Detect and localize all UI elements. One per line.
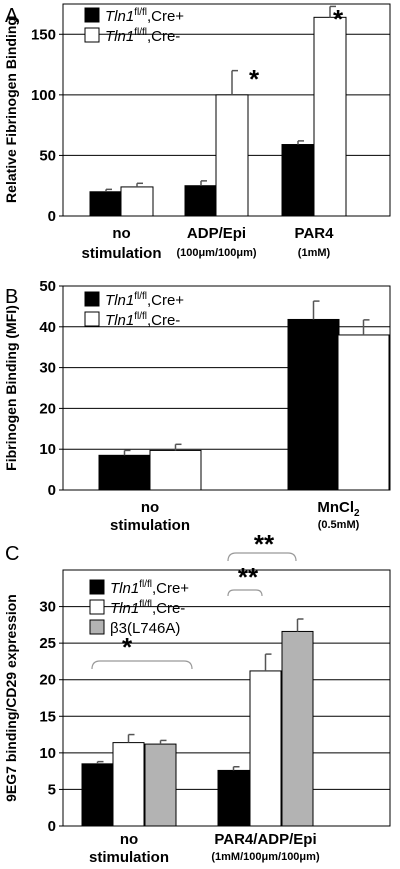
y-tick-label: 10 (39, 745, 56, 762)
y-tick-label: 10 (39, 441, 56, 458)
y-axis-label: Relative Fibrinogen Binding (3, 17, 19, 203)
legend-entry: Tln1fl/fl,Cre+ (105, 7, 184, 25)
bar (98, 454, 151, 491)
x-category-label: no (120, 831, 138, 848)
legend-entry: Tln1fl/fl,Cre- (105, 311, 180, 329)
plot-frame (62, 285, 391, 491)
x-category-label: MnCl2 (317, 499, 360, 519)
bar (281, 144, 315, 217)
y-tick-label: 0 (48, 208, 56, 225)
x-category-sublabel: (100μm/100μm) (176, 247, 256, 259)
x-category-sublabel: (1mM) (298, 247, 331, 259)
bar (215, 94, 249, 217)
legend-swatch (84, 311, 100, 327)
bar (149, 449, 202, 491)
panel-a-chart: A 0 50 100 150 Relative Fibrinogen Binding no s… (3, 3, 391, 262)
y-tick-label: 50 (39, 147, 56, 164)
bar (112, 742, 145, 827)
significance-marker: * (122, 632, 133, 662)
y-tick-label: 150 (31, 26, 56, 43)
y-tick-label: 15 (39, 708, 56, 725)
x-category-label: PAR4/ADP/Epi (214, 831, 316, 848)
y-tick-label: 30 (39, 360, 56, 377)
x-category-sublabel: (0.5mM) (318, 519, 360, 531)
panel-label: C (5, 543, 19, 565)
significance-bracket (227, 552, 297, 562)
y-tick-label: 40 (39, 319, 56, 336)
significance-bracket (91, 660, 193, 670)
legend-swatch (84, 291, 100, 307)
legend-entry: Tln1fl/fl,Cre- (105, 27, 180, 45)
y-tick-label: 50 (39, 278, 56, 295)
legend-swatch (84, 7, 100, 23)
bar (249, 670, 282, 827)
bar (337, 334, 390, 491)
significance-marker: ** (254, 529, 275, 559)
legend-swatch (89, 579, 105, 595)
bar (313, 16, 347, 217)
y-tick-label: 30 (39, 599, 56, 616)
y-tick-label: 0 (48, 818, 56, 835)
bar (217, 769, 250, 827)
bar (144, 743, 177, 827)
panel-b-chart: B 0 10 20 30 40 50 Fibrinogen Binding (MFI) nost… (3, 278, 391, 534)
y-tick-label: 5 (48, 781, 56, 798)
x-category-sublabel: (1mM/100μm/100μm) (211, 851, 320, 863)
y-axis-label: 9EG7 binding/CD29 expression (3, 594, 19, 802)
legend-swatch (89, 599, 105, 615)
y-tick-label: 25 (39, 635, 56, 652)
y-axis-label: Fibrinogen Binding (MFI) (3, 305, 19, 471)
x-category-label-line2: stimulation (81, 245, 161, 262)
y-tick-label: 20 (39, 400, 56, 417)
legend-swatch (89, 619, 105, 635)
bar (184, 185, 218, 217)
x-category-label: PAR4 (295, 225, 335, 242)
x-category-label: no (141, 499, 159, 516)
significance-marker: * (249, 64, 260, 94)
significance-marker: ** (238, 562, 259, 592)
legend-entry: Tln1fl/fl,Cre+ (110, 579, 189, 597)
x-category-label-line2: stimulation (110, 517, 190, 534)
legend-entry: β3(L746A) (110, 620, 180, 637)
significance-marker: * (333, 4, 344, 34)
x-category-label: ADP/Epi (187, 225, 246, 242)
bar (120, 186, 154, 217)
x-category-label: no (112, 225, 130, 242)
bar (81, 763, 114, 827)
legend-entry: Tln1fl/fl,Cre+ (105, 291, 184, 309)
panel-label: A (5, 5, 19, 27)
y-tick-label: 0 (48, 482, 56, 499)
bar (287, 318, 340, 491)
bar (89, 191, 123, 217)
legend-entry: Tln1fl/fl,Cre- (110, 599, 185, 617)
panel-label: B (5, 286, 18, 308)
legend-swatch (84, 27, 100, 43)
bar (281, 630, 314, 827)
significance-bracket (227, 589, 263, 597)
y-tick-label: 20 (39, 672, 56, 689)
x-category-label-line2: stimulation (89, 849, 169, 866)
panel-c-chart: C 0 5 10 15 20 25 30 9EG7 binding/CD29 expressio… (3, 529, 391, 866)
y-tick-label: 100 (31, 87, 56, 104)
